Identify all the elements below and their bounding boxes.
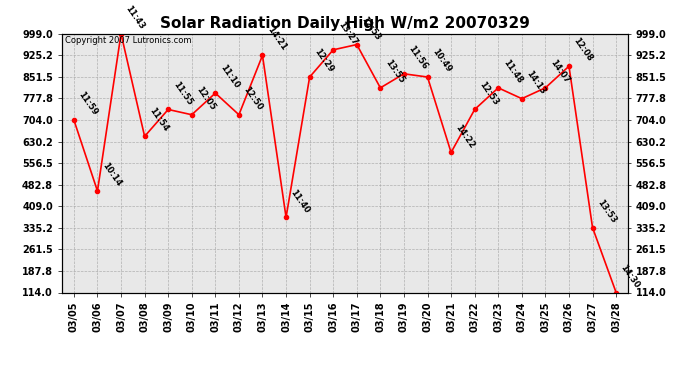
Text: 11:56: 11:56: [406, 44, 429, 71]
Text: 14:21: 14:21: [265, 26, 288, 53]
Title: Solar Radiation Daily High W/m2 20070329: Solar Radiation Daily High W/m2 20070329: [160, 16, 530, 31]
Text: 12:50: 12:50: [241, 85, 264, 112]
Text: 13:55: 13:55: [383, 58, 406, 85]
Text: 12:08: 12:08: [572, 36, 594, 63]
Text: 11:40: 11:40: [289, 188, 312, 214]
Text: 11:55: 11:55: [171, 80, 194, 107]
Text: 12:29: 12:29: [313, 47, 335, 74]
Text: 11:48: 11:48: [501, 58, 524, 85]
Text: 14:13: 14:13: [524, 69, 547, 96]
Text: 14:07: 14:07: [548, 58, 571, 85]
Text: 12:53: 12:53: [477, 80, 500, 107]
Text: 14:30: 14:30: [619, 263, 642, 290]
Text: Copyright 2007 Lutronics.com: Copyright 2007 Lutronics.com: [65, 36, 191, 45]
Text: 12:05: 12:05: [195, 85, 217, 112]
Text: 10:49: 10:49: [431, 47, 453, 74]
Text: 13:27: 13:27: [336, 20, 359, 47]
Text: 11:43: 11:43: [124, 4, 146, 31]
Text: 10:14: 10:14: [100, 161, 123, 188]
Text: 11:10: 11:10: [218, 63, 241, 90]
Text: 14:22: 14:22: [454, 123, 477, 150]
Text: 11:54: 11:54: [148, 106, 170, 134]
Text: 11:59: 11:59: [77, 90, 99, 117]
Text: 12:53: 12:53: [359, 15, 382, 42]
Text: 13:53: 13:53: [595, 198, 618, 225]
